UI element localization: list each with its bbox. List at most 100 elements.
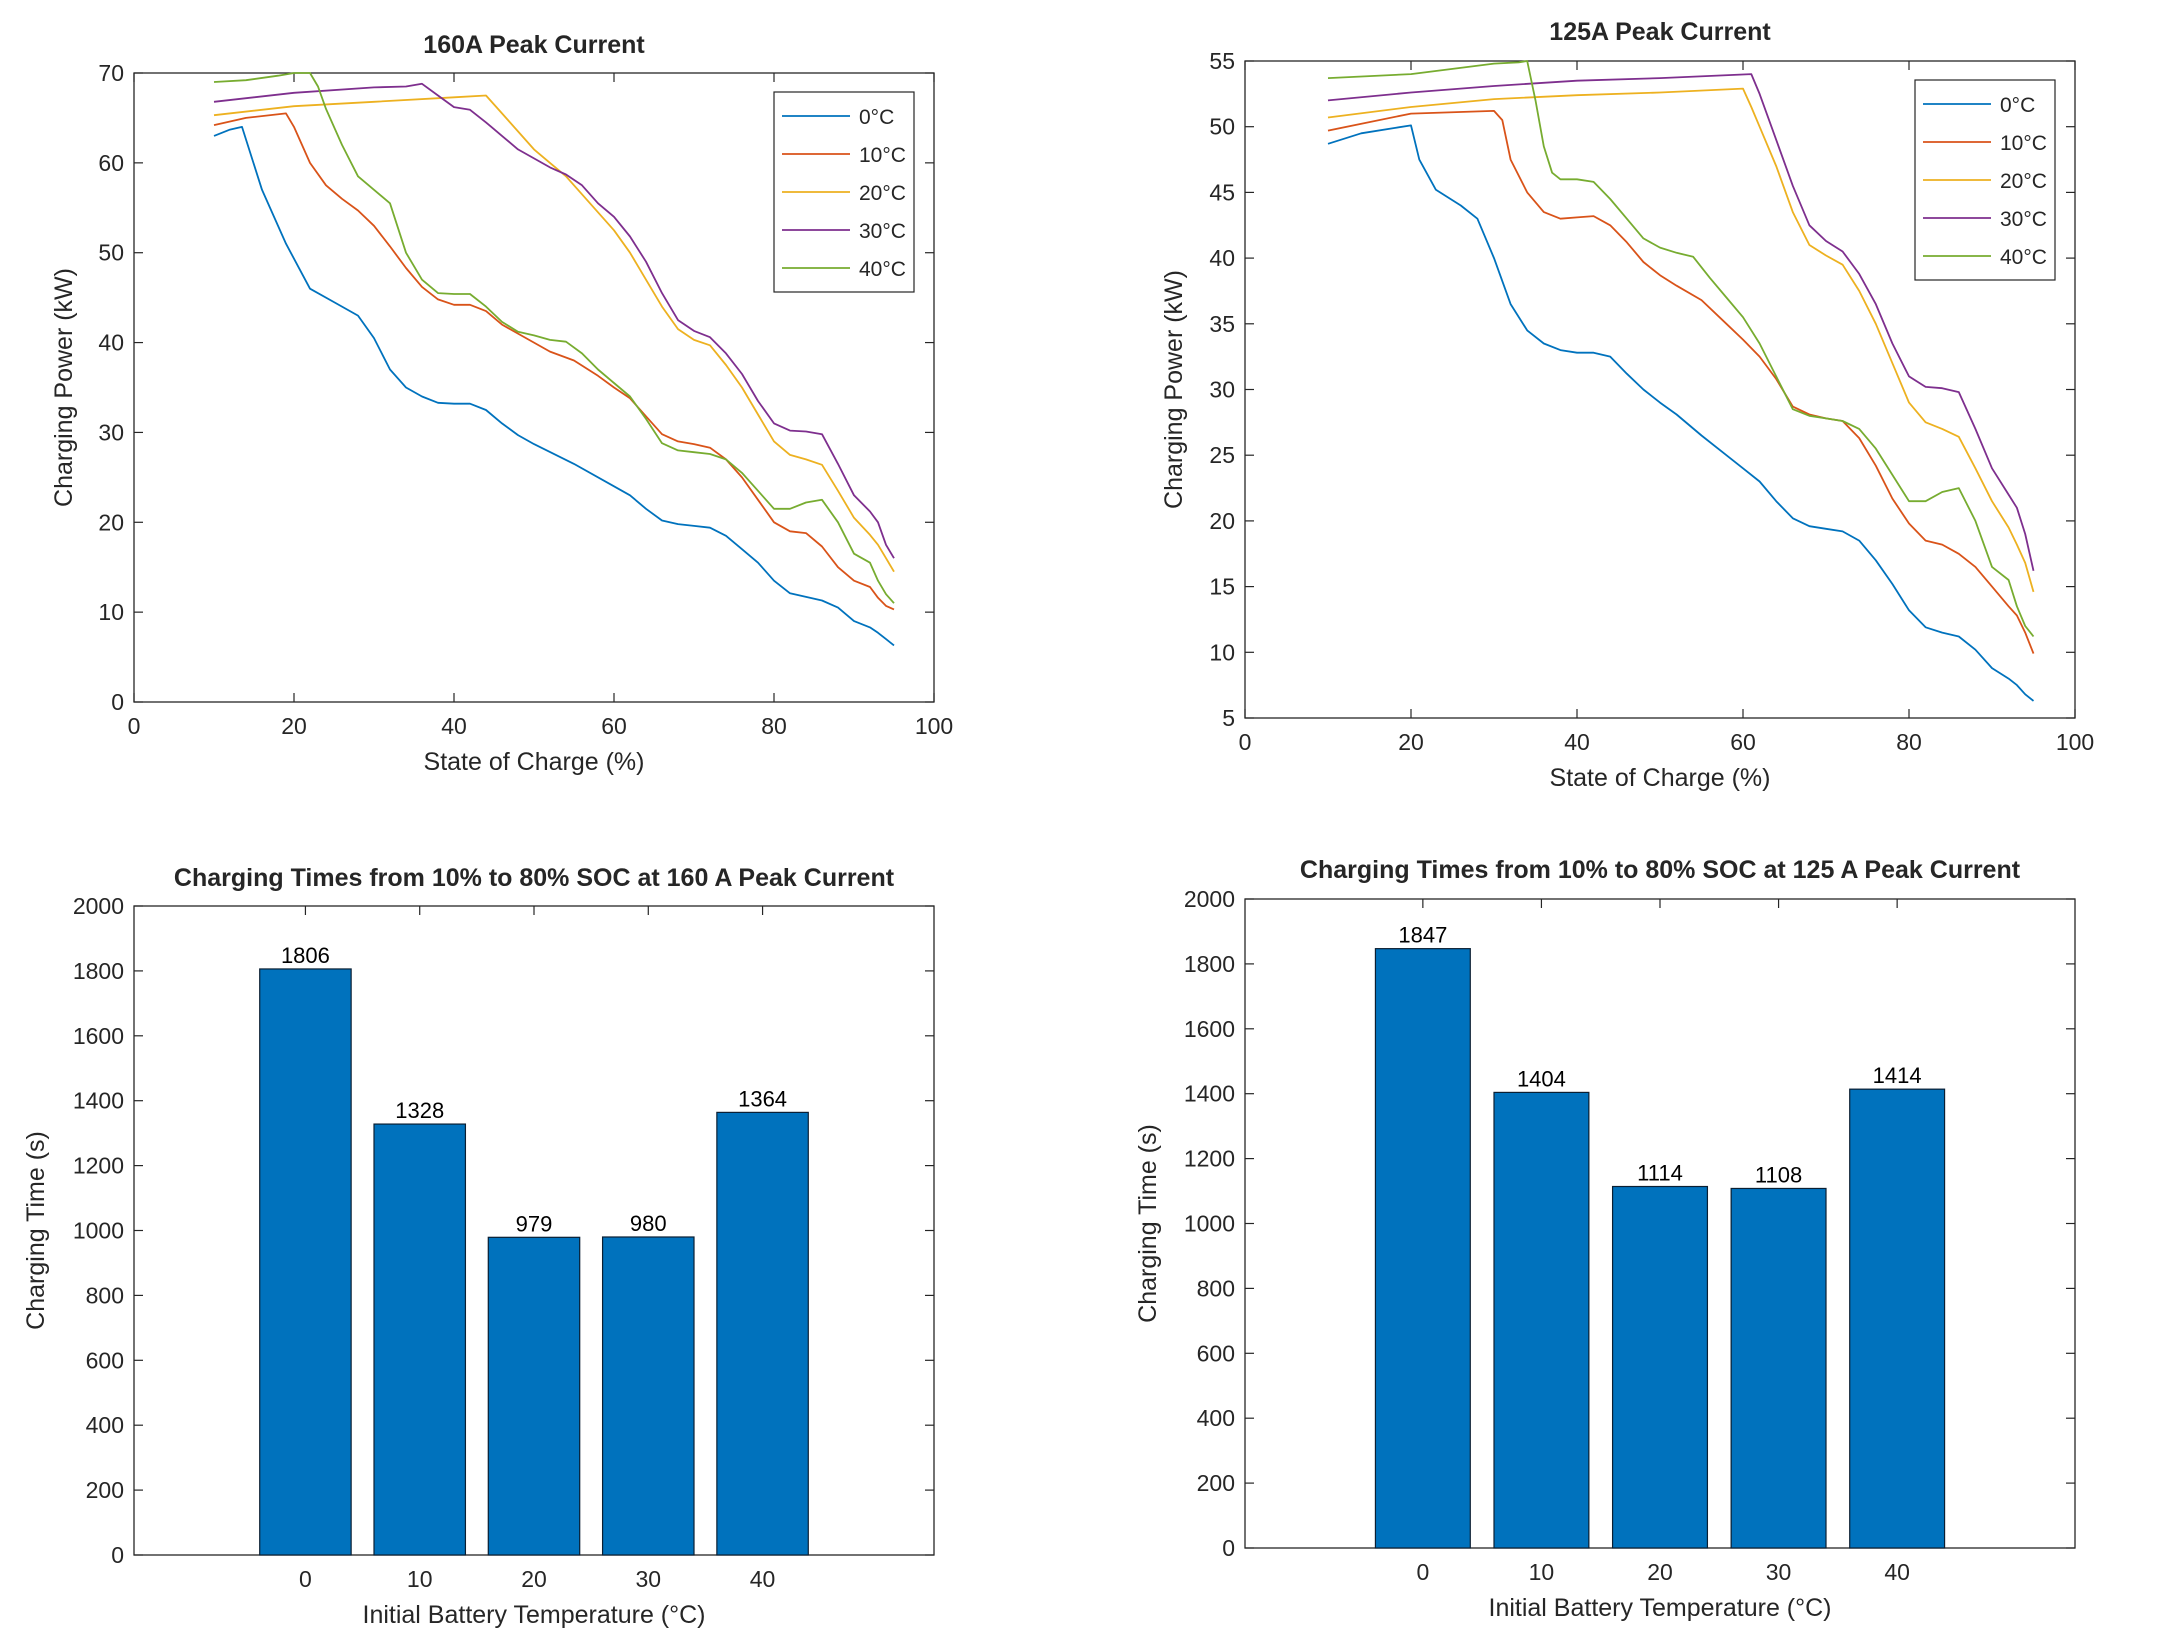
y-tick-label: 20 [1209,508,1235,534]
legend-entry: 40°C [2000,246,2047,269]
y-tick-label: 400 [1197,1405,1235,1431]
x-tick-label: 20 [281,713,307,739]
x-tick-label: 60 [1730,729,1756,755]
legend-entry: 20°C [859,182,906,205]
y-tick-label: 45 [1209,179,1235,205]
bar-data-label: 1806 [281,943,330,968]
bar-0 [259,968,352,1556]
legend: 0°C 10°C 20°C 30°C 40°C [773,91,915,293]
legend-entry: 30°C [2000,208,2047,231]
x-tick-label: 40 [750,1566,776,1592]
series-line-3 [1327,73,2035,571]
y-tick-label: 200 [1197,1470,1235,1496]
y-axis-label: Charging Power (kW) [50,268,78,507]
chart-title: Charging Times from 10% to 80% SOC at 12… [1300,856,2021,884]
series-line-2 [1327,87,2035,593]
legend-entry: 0°C [859,106,894,129]
legend-entry: 10°C [859,144,906,167]
y-tick-label: 1000 [1184,1211,1235,1237]
y-tick-label: 1400 [1184,1081,1235,1107]
y-tick-label: 1800 [1184,951,1235,977]
y-tick-label: 30 [1209,377,1235,403]
y-tick-label: 5 [1222,705,1235,731]
chart-panel-4: Charging Times from 10% to 80% SOC at 12… [1134,856,2076,1622]
y-tick-label: 1200 [1184,1146,1235,1172]
y-tick-label: 1200 [73,1153,124,1179]
bar-data-label: 979 [516,1211,553,1236]
x-tick-label: 30 [635,1566,661,1592]
y-tick-label: 25 [1209,442,1235,468]
y-tick-label: 1400 [73,1088,124,1114]
y-tick-label: 55 [1209,48,1235,74]
bar-data-label: 1847 [1398,923,1447,948]
series-line-4 [213,72,895,604]
chart-title: 125A Peak Current [1549,18,1771,46]
chart-panel-3: Charging Times from 10% to 80% SOC at 16… [22,864,935,1629]
bar-30 [1730,1187,1827,1549]
x-tick-label: 20 [1398,729,1424,755]
x-tick-label: 10 [407,1566,433,1592]
chart-panel-1: 160A Peak Current State of Charge (%) Char… [50,31,953,776]
x-tick-label: 100 [2056,729,2094,755]
legend-entry: 0°C [2000,94,2035,117]
x-tick-label: 100 [915,713,953,739]
y-tick-label: 1800 [73,958,124,984]
y-tick-label: 0 [111,1542,124,1568]
y-tick-label: 1600 [1184,1016,1235,1042]
x-axis-label: Initial Battery Temperature (°C) [363,1601,706,1629]
series-line-0 [1327,124,2035,702]
y-tick-label: 1600 [73,1023,124,1049]
bar-20 [1611,1185,1709,1549]
x-tick-label: 0 [128,713,141,739]
y-tick-label: 40 [98,330,124,356]
chart-title: Charging Times from 10% to 80% SOC at 16… [174,864,895,892]
legend: 0°C 10°C 20°C 30°C 40°C [1914,79,2056,281]
bar-data-label: 1364 [738,1086,787,1111]
bar-10 [1493,1091,1590,1549]
bar-data-label: 1404 [1517,1066,1566,1091]
y-tick-label: 0 [1222,1535,1235,1561]
y-tick-label: 50 [98,240,124,266]
y-tick-label: 200 [86,1477,124,1503]
bar-data-label: 1108 [1755,1162,1802,1187]
x-tick-label: 0 [1416,1559,1429,1585]
x-axis-label: State of Charge (%) [1550,764,1771,792]
bar-data-label: 1328 [395,1098,444,1123]
bar-40 [716,1111,809,1556]
series-line-2 [213,94,895,573]
x-tick-label: 60 [601,713,627,739]
x-tick-label: 30 [1766,1559,1792,1585]
bar-30 [601,1236,695,1556]
bar-data-label: 1414 [1873,1063,1922,1088]
chart-panel-2: 125A Peak Current State of Charge (%) Char… [1160,18,2094,792]
y-tick-label: 600 [1197,1340,1235,1366]
series-line-1 [213,112,895,611]
y-tick-label: 10 [98,599,124,625]
y-tick-label: 35 [1209,311,1235,337]
bar-10 [373,1123,467,1556]
x-tick-label: 20 [1647,1559,1673,1585]
x-tick-label: 40 [1884,1559,1910,1585]
bar-40 [1849,1088,1946,1549]
y-tick-label: 800 [86,1282,124,1308]
x-tick-label: 80 [1896,729,1922,755]
x-tick-label: 40 [1564,729,1590,755]
legend-entry: 10°C [2000,132,2047,155]
y-tick-label: 600 [86,1347,124,1373]
series-line-1 [1327,110,2035,654]
chart-title: 160A Peak Current [423,31,645,59]
x-axis-label: State of Charge (%) [424,748,645,776]
y-tick-label: 50 [1209,114,1235,140]
y-axis-label: Charging Time (s) [22,1131,50,1330]
y-tick-label: 10 [1209,639,1235,665]
x-tick-label: 10 [1529,1559,1555,1585]
y-tick-label: 2000 [73,893,124,919]
y-tick-label: 60 [98,150,124,176]
x-tick-label: 80 [761,713,787,739]
x-axis-label: Initial Battery Temperature (°C) [1489,1594,1832,1622]
y-tick-label: 30 [98,419,124,445]
series-line-0 [213,126,895,647]
legend-entry: 40°C [859,258,906,281]
x-tick-label: 40 [441,713,467,739]
